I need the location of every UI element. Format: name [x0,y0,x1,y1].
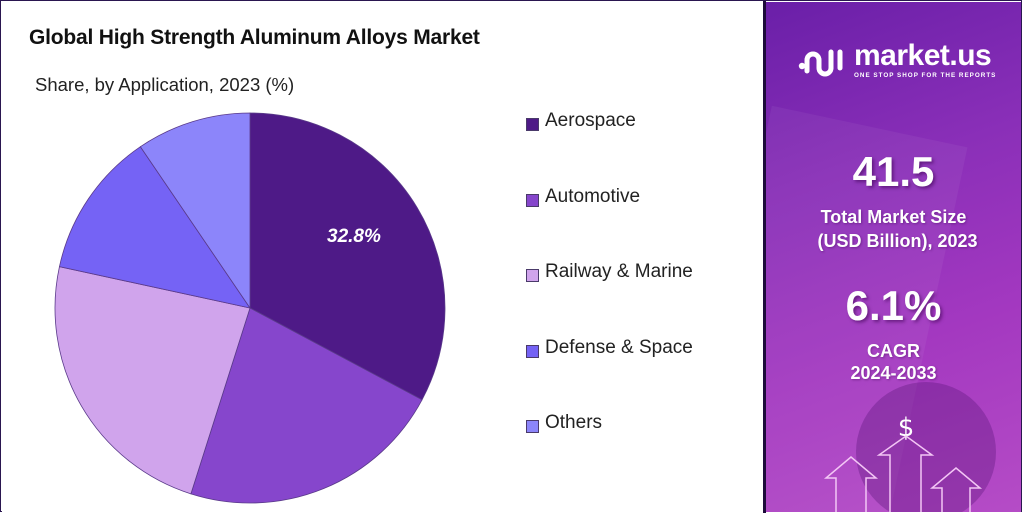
pie-slice-aerospace [249,112,446,401]
pie-slice-railway-marine [54,266,251,495]
legend-label: Railway & Marine [545,261,693,282]
dollar-icon: $ [898,413,915,443]
growth-arrows-icon: $ [823,413,983,512]
pie-slice-others [139,112,251,310]
brand-name: market.us [854,39,992,72]
market-us-logo-icon [798,49,843,76]
legend-label: Defense & Space [545,336,693,358]
market-size-value: 41.5 [852,148,935,195]
market-size-label-line2: (USD Billion), 2023 [817,231,978,251]
legend-item-railway-marine: Railway & Marine [526,261,693,337]
legend-label: Automotive [545,185,641,207]
legend-item-others: Others [526,412,693,488]
pie-chart [54,112,446,504]
legend-swatch-icon [526,420,539,433]
legend-swatch-icon [526,344,539,358]
stats-panel: market.us ONE STOP SHOP FOR THE REPORTS … [766,2,1021,512]
legend-label: Others [545,412,603,433]
aerospace-data-label: 32.8% [327,226,381,247]
panel-divider [763,1,766,513]
legend-item-automotive: Automotive [526,186,693,262]
pie-slice-automotive [190,307,423,504]
legend-swatch-icon [526,269,539,282]
background-coin-shape [856,382,996,512]
pie-slice-defense-space [58,146,251,309]
legend-item-defense-space: Defense & Space [526,337,693,413]
legend: Aerospace Automotive Railway & Marine De… [526,110,693,488]
chart-subtitle: Share, by Application, 2023 (%) [35,74,295,95]
cagr-period: 2024-2033 [850,363,937,383]
brand-tagline: ONE STOP SHOP FOR THE REPORTS [854,72,997,79]
legend-label: Aerospace [545,110,636,131]
cagr-value: 6.1% [845,282,942,329]
brand-logo: market.us ONE STOP SHOP FOR THE REPORTS [798,39,997,79]
legend-swatch-icon [526,118,539,131]
legend-swatch-icon [526,193,539,207]
market-size-label-line1: Total Market Size [820,207,967,227]
cagr-label: CAGR [867,341,920,361]
chart-panel: Global High Strength Aluminum Alloys Mar… [2,2,763,512]
chart-title: Global High Strength Aluminum Alloys Mar… [29,26,480,49]
legend-item-aerospace: Aerospace [526,110,693,186]
